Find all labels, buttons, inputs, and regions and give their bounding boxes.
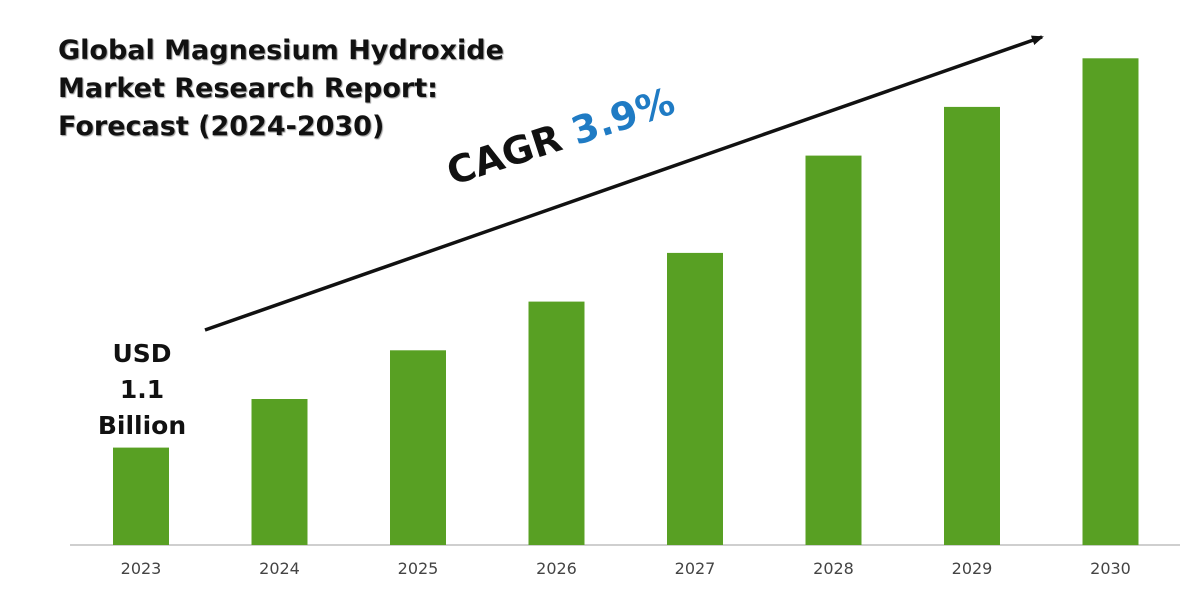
bar-2030: [1082, 58, 1139, 546]
title-line-2: Market Research Report:: [58, 73, 438, 104]
x-tick-2025: 2025: [398, 559, 439, 578]
start-value-currency: USD: [112, 339, 172, 368]
x-tick-2024: 2024: [259, 559, 300, 578]
bar-2029: [944, 106, 1000, 546]
growth-arrow: [204, 35, 1044, 332]
start-value-unit: Billion: [97, 411, 187, 440]
bar-2028: [805, 155, 862, 545]
title-line-1: Global Magnesium Hydroxide: [58, 35, 504, 66]
start-value-number: 1.1: [119, 375, 165, 404]
bar-2023: [113, 447, 169, 545]
x-tick-2027: 2027: [675, 559, 716, 578]
title-line-3: Forecast (2024-2030): [58, 111, 385, 142]
x-tick-2029: 2029: [952, 559, 993, 578]
chart-title: Global Magnesium Hydroxide Market Resear…: [58, 32, 504, 146]
x-tick-labels: 2023 2024 2025 2026 2027 2028 2029 2030: [121, 559, 1131, 578]
bar-2026: [528, 301, 585, 545]
bar-2027: [667, 252, 723, 545]
x-tick-2030: 2030: [1090, 559, 1131, 578]
x-tick-2028: 2028: [813, 559, 854, 578]
bar-2025: [390, 350, 446, 545]
start-value-label: USD 1.1 Billion: [92, 336, 192, 444]
x-tick-2023: 2023: [121, 559, 162, 578]
bar-2024: [251, 399, 308, 545]
x-tick-2026: 2026: [536, 559, 577, 578]
bars: [113, 58, 1139, 546]
